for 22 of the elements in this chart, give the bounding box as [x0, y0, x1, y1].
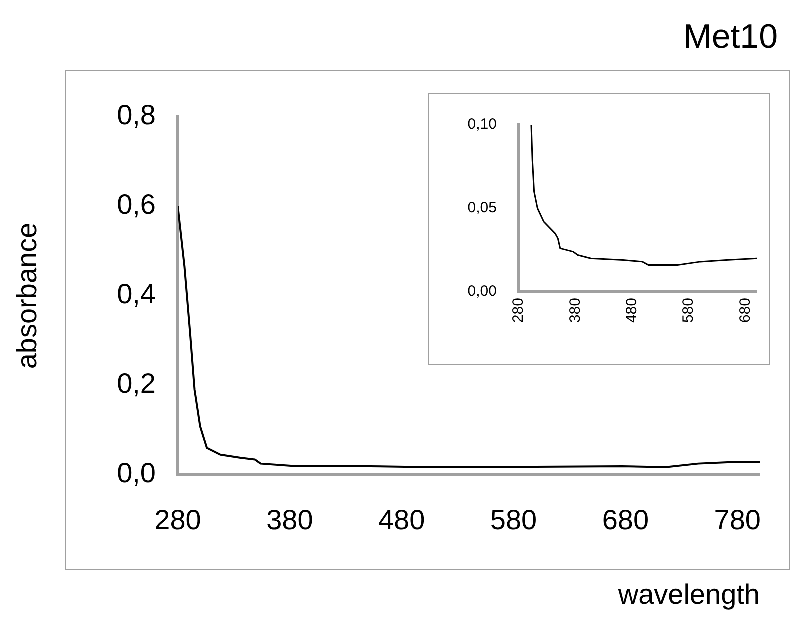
x-tick-label: 380: [566, 298, 584, 324]
y-tick-label: 0,05: [468, 200, 497, 217]
y-tick-label: 0,2: [117, 368, 156, 400]
x-tick-label: 580: [490, 504, 538, 536]
y-tick-label: 0,00: [468, 283, 497, 300]
y-axis-title: absorbance: [12, 222, 43, 370]
x-tick-label: 280: [154, 504, 202, 536]
x-tick-label: 380: [266, 504, 314, 536]
x-tick-label: 680: [602, 504, 650, 536]
x-tick-label: 480: [378, 504, 426, 536]
x-tick-label: 680: [736, 298, 754, 324]
x-tick-label: 480: [624, 298, 641, 324]
y-tick-label: 0,6: [117, 189, 156, 220]
y-tick-label: 0,0: [117, 458, 156, 489]
x-tick-label: 280: [510, 298, 528, 324]
chart-title: Met10: [684, 18, 778, 57]
x-axis-title: wavelength: [617, 578, 760, 610]
y-tick-label: 0,4: [117, 278, 156, 310]
x-tick-label: 780: [714, 504, 761, 536]
y-tick-label: 0,8: [117, 100, 156, 131]
x-tick-label: 580: [680, 298, 698, 324]
y-tick-label: 0,10: [468, 116, 497, 134]
